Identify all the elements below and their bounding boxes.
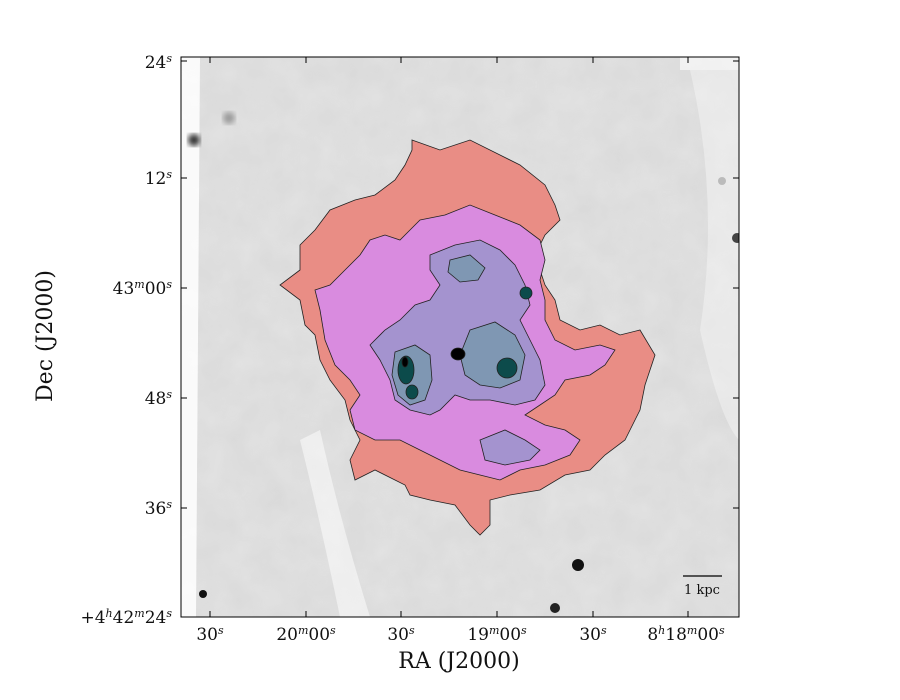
y-tick-label: 48s (145, 388, 173, 410)
contour-core-5 (450, 347, 466, 361)
y-tick-labels: 24s 12s 43m00s 48s 36s +4h42m24s (80, 52, 172, 629)
x-tick-label: 8h18m00s (647, 624, 725, 646)
plot-frame (180, 56, 740, 618)
contour-core-2 (405, 384, 419, 400)
x-axis-title: RA (J2000) (398, 649, 519, 674)
y-tick-label: 24s (145, 52, 173, 74)
x-tick-marks (209, 57, 689, 617)
contour-level-3b (479, 429, 541, 466)
y-tick-label: 36s (145, 498, 173, 520)
y-tick-label: 12s (145, 168, 173, 190)
scale-bar: 1 kpc (683, 575, 722, 598)
scale-bar-label: 1 kpc (684, 583, 720, 598)
x-tick-label: 30s (387, 624, 415, 646)
y-axis-title: Dec (J2000) (33, 270, 58, 402)
contour-core-4 (519, 286, 533, 300)
intensity-contours (279, 139, 656, 536)
y-tick-marks (181, 60, 739, 509)
x-tick-label: 30s (579, 624, 607, 646)
y-tick-label: +4h42m24s (80, 607, 172, 629)
y-tick-label: 43m00s (113, 278, 173, 300)
contour-core-3 (496, 357, 518, 379)
x-tick-label: 19m00s (467, 624, 527, 646)
x-tick-label: 30s (196, 624, 224, 646)
x-tick-label: 20m00s (276, 624, 336, 646)
x-tick-labels: 30s 20m00s 30s 19m00s 30s 8h18m00s (196, 624, 725, 646)
contour-level-4 (447, 254, 486, 283)
contour-core-6 (401, 356, 409, 368)
